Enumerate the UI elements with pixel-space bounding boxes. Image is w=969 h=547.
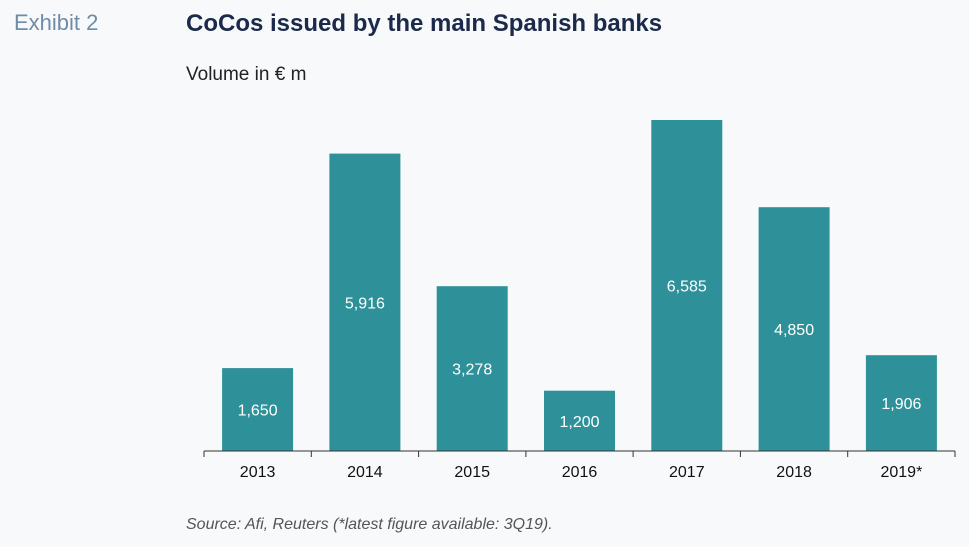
bar-value-label: 4,850 [774, 322, 814, 339]
bar-value-label: 1,906 [881, 396, 921, 413]
bar-2016 [544, 390, 615, 451]
bar-2019* [865, 355, 937, 451]
bar-value-label: 1,200 [559, 414, 599, 431]
x-tick-label: 2015 [454, 464, 490, 481]
x-tick-label: 2013 [240, 464, 276, 481]
bar-value-label: 3,278 [452, 362, 492, 379]
bar-2017 [651, 120, 723, 451]
bar-2013 [222, 368, 294, 451]
bar-value-label: 5,916 [345, 295, 385, 312]
x-tick-label: 2019* [880, 464, 922, 481]
bar-value-label: 1,650 [238, 403, 278, 420]
chart-subtitle: Volume in € m [186, 64, 307, 85]
x-tick-label: 2017 [669, 464, 705, 481]
bar-2014 [329, 153, 401, 451]
bar-2015 [436, 286, 508, 451]
x-tick-label: 2018 [776, 464, 812, 481]
chart-title: CoCos issued by the main Spanish banks [186, 10, 663, 37]
x-tick-label: 2016 [562, 464, 598, 481]
bar-value-label: 6,585 [667, 279, 707, 296]
source-note: Source: Afi, Reuters (*latest figure ava… [186, 516, 553, 533]
bar-2018 [758, 207, 830, 451]
x-tick-label: 2014 [347, 464, 383, 481]
exhibit-label: Exhibit 2 [14, 10, 99, 35]
